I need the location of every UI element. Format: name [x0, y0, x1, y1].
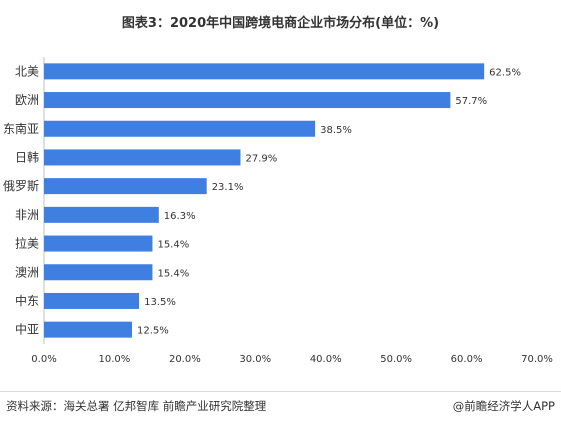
data-label: 57.7% [455, 96, 487, 107]
category-label: 北美 [15, 64, 39, 78]
category-label: 非洲 [15, 208, 39, 222]
category-label: 中亚 [15, 322, 39, 337]
category-label: 拉美 [15, 236, 39, 251]
category-label: 俄罗斯 [3, 179, 39, 193]
data-label: 27.9% [245, 153, 277, 164]
category-label: 欧洲 [15, 93, 39, 107]
bar [44, 292, 140, 309]
data-label: 15.4% [157, 240, 189, 251]
bar [44, 264, 153, 281]
data-label: 16.3% [164, 211, 196, 222]
data-label: 23.1% [212, 182, 244, 193]
bar [44, 92, 451, 109]
category-label: 澳洲 [15, 265, 39, 279]
bar [44, 149, 241, 166]
bar [44, 235, 153, 252]
category-label: 中东 [15, 293, 39, 308]
chart-title: 图表3：2020年中国跨境电商企业市场分布(单位：%) [121, 16, 440, 31]
source-note: 资料来源：海关总署 亿邦智库 前瞻产业研究院整理 [6, 399, 267, 413]
category-label: 东南亚 [3, 121, 39, 136]
data-label: 13.5% [144, 297, 176, 308]
data-label: 38.5% [320, 125, 352, 136]
x-tick-label: 60.0% [451, 354, 483, 365]
brand-credit: @前瞻经济学人APP [452, 399, 555, 413]
x-tick-label: 40.0% [310, 354, 342, 365]
bar [44, 321, 133, 338]
bar [44, 206, 159, 223]
bar [44, 120, 316, 137]
x-tick-label: 10.0% [99, 354, 131, 365]
bar [44, 178, 207, 195]
data-label: 12.5% [137, 326, 169, 337]
bar [44, 63, 485, 80]
x-tick-label: 70.0% [521, 354, 553, 365]
x-tick-label: 20.0% [169, 354, 201, 365]
data-label: 62.5% [489, 67, 521, 78]
x-tick-label: 30.0% [239, 354, 271, 365]
x-tick-label: 0.0% [31, 354, 56, 365]
data-label: 15.4% [157, 268, 189, 279]
footer-divider [0, 391, 561, 392]
category-label: 日韩 [15, 149, 39, 164]
x-tick-label: 50.0% [380, 354, 412, 365]
